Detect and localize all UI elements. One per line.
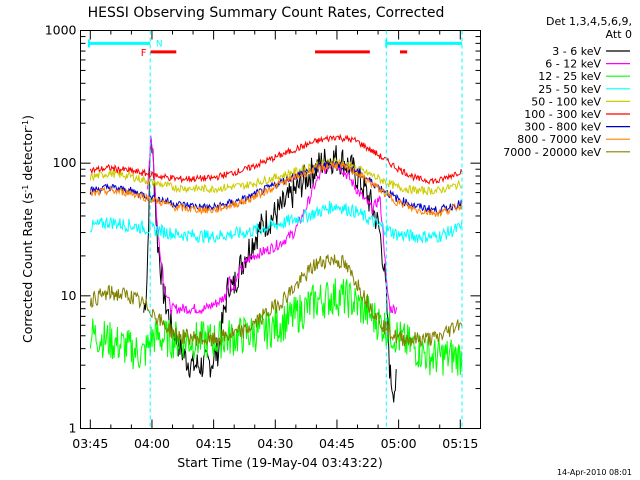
x-axis-label: Start Time (19-May-04 03:43:22): [177, 455, 382, 470]
legend-label-1: 6 - 12 keV: [545, 58, 601, 71]
x-tick-label: 04:15: [196, 436, 232, 451]
series-line-5: [89, 133, 463, 185]
series-line-3: [89, 200, 463, 244]
flare-label-F: F: [141, 48, 147, 59]
y-axis-label-mid: detector: [20, 127, 35, 185]
series-line-1: [147, 135, 398, 315]
series-layer: [89, 133, 463, 403]
series-line-0: [143, 138, 397, 403]
y-tick-label: 1: [69, 421, 77, 436]
y-tick-label: 100: [53, 155, 77, 170]
x-tick-label: 04:30: [257, 436, 293, 451]
night-label-N: N: [156, 39, 163, 49]
legend-label-8: 7000 - 20000 keV: [503, 146, 601, 159]
legend-label-6: 300 - 800 keV: [524, 121, 601, 134]
series-line-4: [89, 157, 463, 196]
y-axis-label-sup1: -1: [21, 185, 30, 193]
x-tick-label: 04:45: [319, 436, 355, 451]
legend-label-0: 3 - 6 keV: [552, 45, 601, 58]
series-line-7: [89, 160, 463, 217]
y-axis-label-main: Corrected Count Rate (s: [20, 193, 35, 343]
x-tick-label: 03:45: [72, 436, 108, 451]
y-axis-label-end: ): [20, 115, 35, 120]
y-axis-label: Corrected Count Rate (s-1 detector-1): [20, 115, 35, 343]
legend-label-4: 50 - 100 keV: [531, 95, 601, 108]
x-tick-label: 05:00: [381, 436, 417, 451]
series-line-6: [89, 160, 463, 216]
y-axis-label-sup2: -1: [21, 120, 30, 128]
legend-header-1: Det 1,3,4,5,6,9,: [546, 15, 632, 28]
axis-layer: 1 10 100 1000 03:45 04:00 04:15 04:30 04:45 05:00…: [45, 23, 481, 451]
legend-label-7: 800 - 7000 keV: [517, 133, 601, 146]
overlay-layer: FN: [87, 30, 463, 429]
legend-header-2: Att 0: [606, 28, 632, 41]
plot-frame: [80, 30, 481, 429]
y-tick-label: 10: [61, 288, 77, 303]
legend-label-3: 25 - 50 keV: [538, 83, 601, 96]
legend-label-2: 12 - 25 keV: [538, 70, 601, 83]
chart-title: HESSI Observing Summary Count Rates, Cor…: [88, 5, 445, 21]
x-tick-label: 05:15: [442, 436, 478, 451]
footer-timestamp: 14-Apr-2010 08:01: [557, 468, 632, 477]
x-tick-label: 04:00: [134, 436, 170, 451]
legend-label-5: 100 - 300 keV: [524, 108, 601, 121]
series-line-8: [89, 254, 463, 348]
y-tick-label: 1000: [45, 23, 77, 38]
